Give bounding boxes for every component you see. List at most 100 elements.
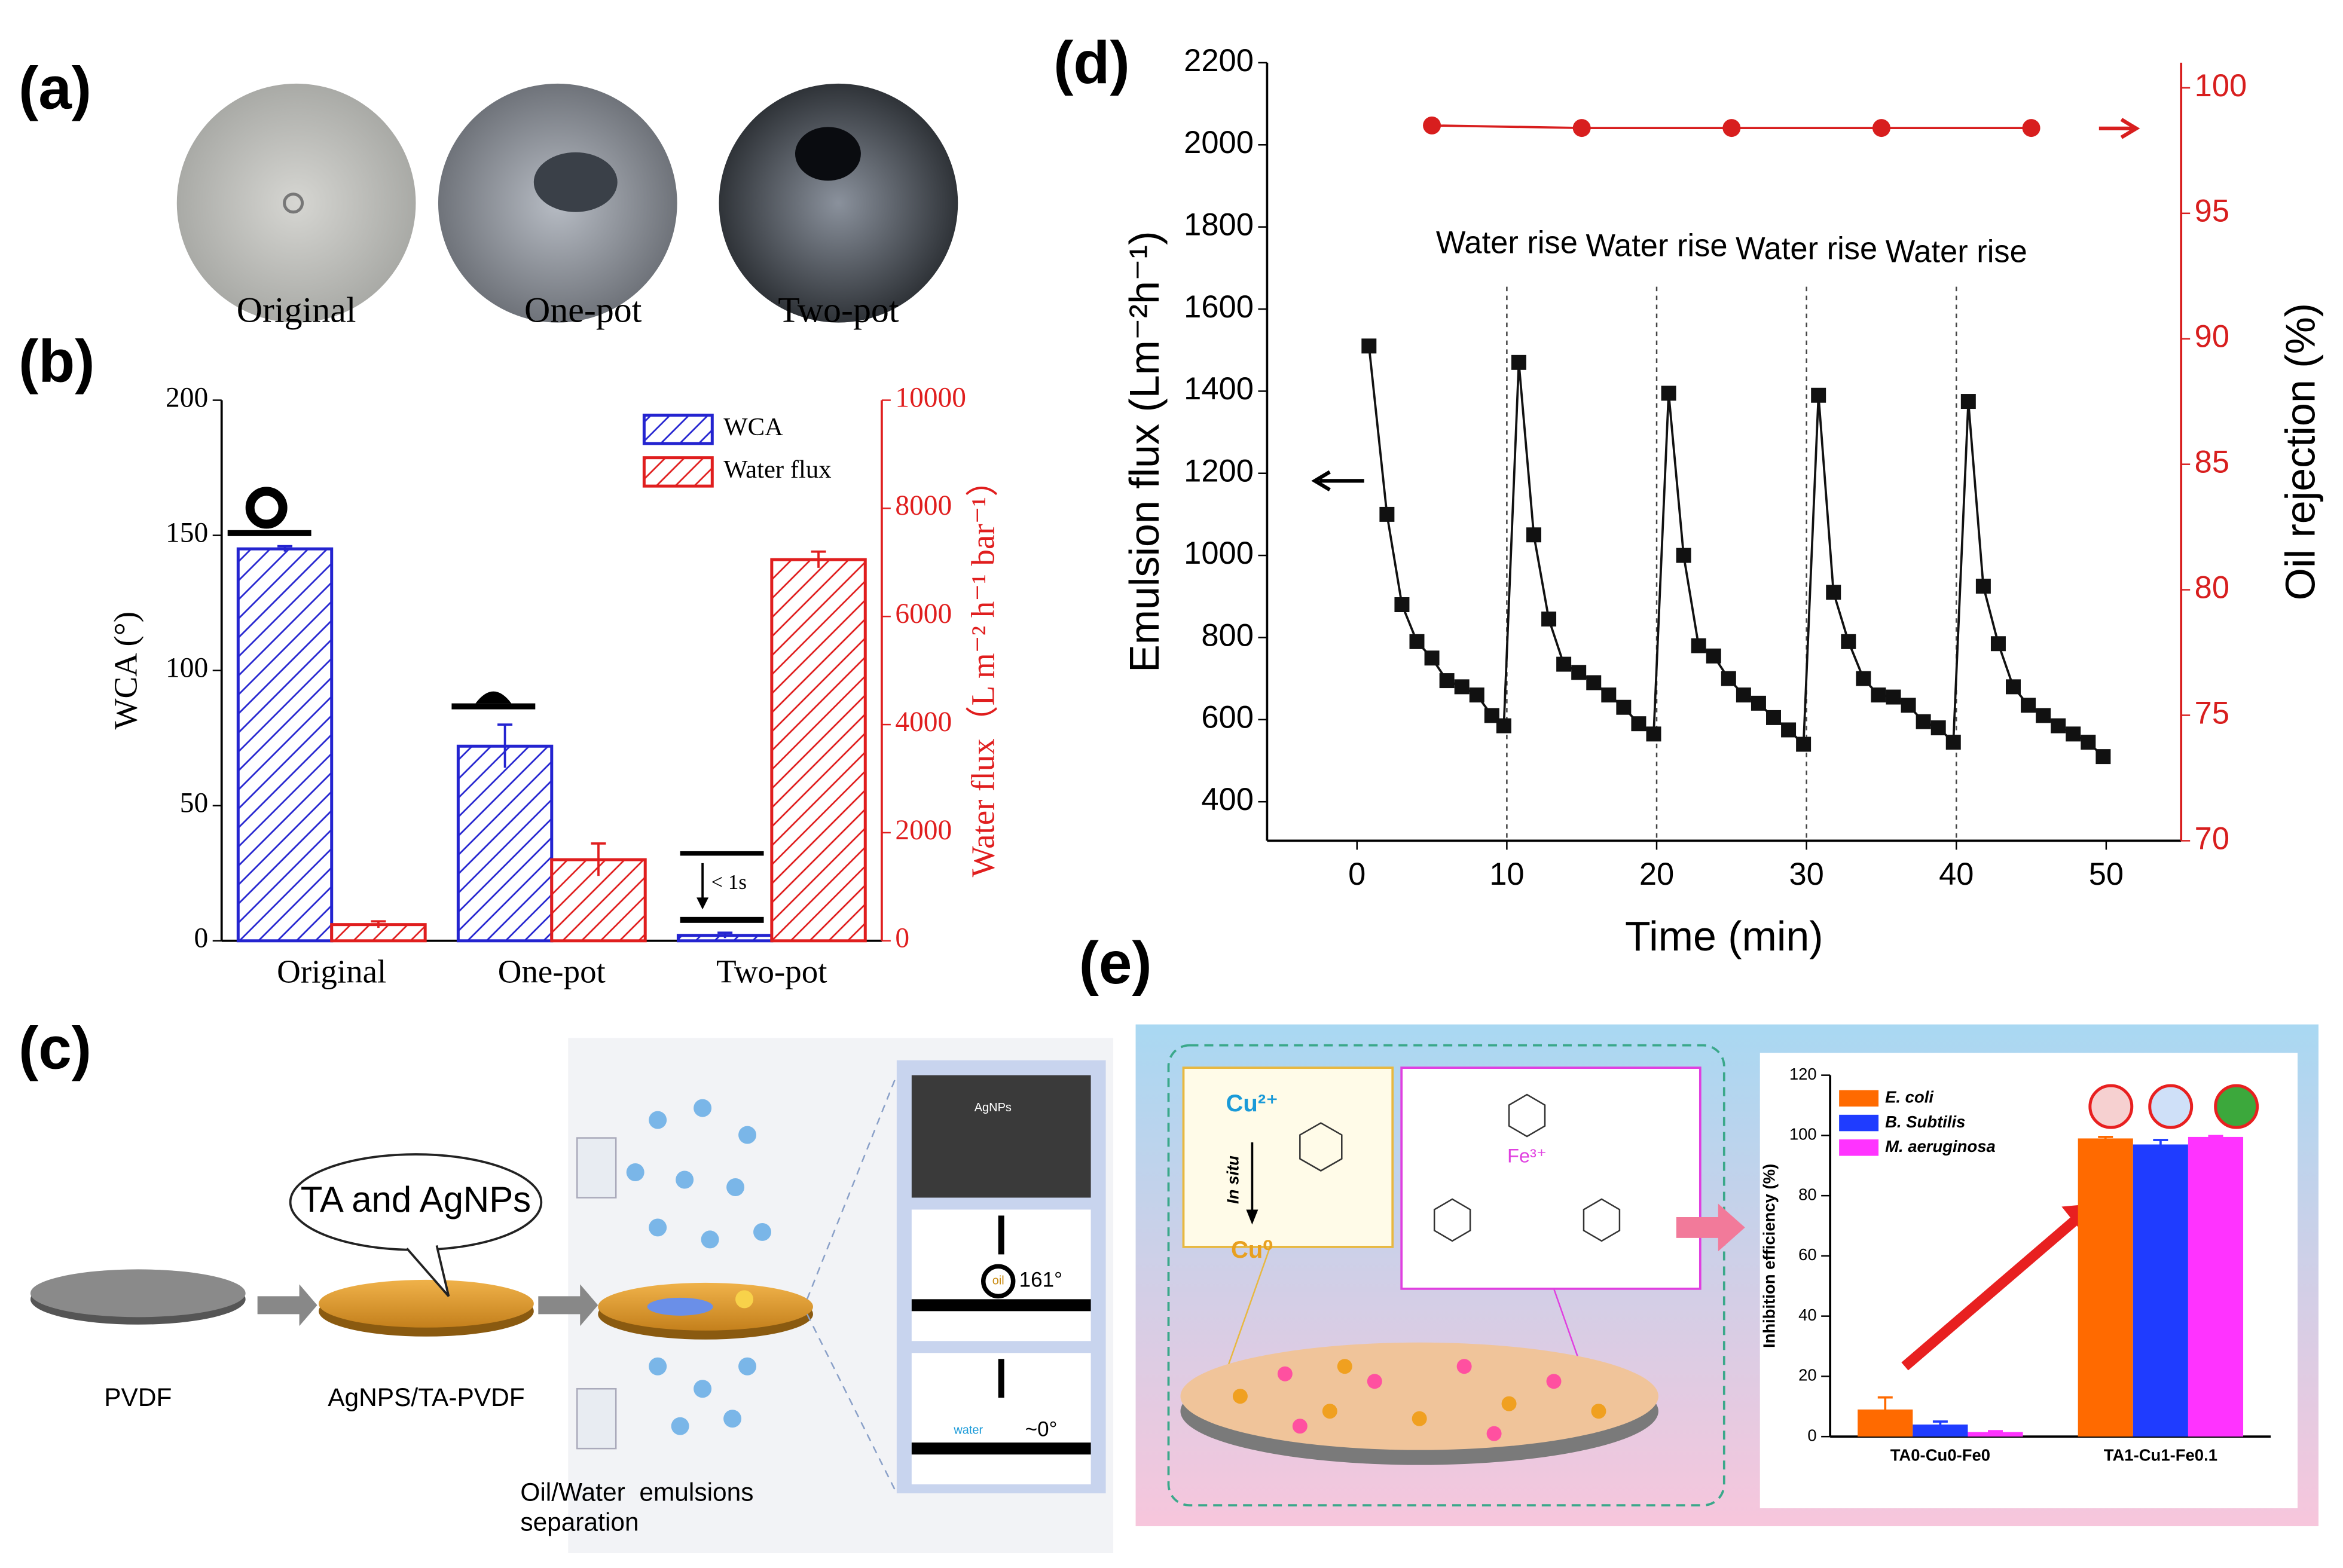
label: AgNPS/TA-PVDF xyxy=(328,1383,524,1411)
x-tick-label: 10 xyxy=(1489,857,1524,892)
y2-tick-label: 85 xyxy=(2195,445,2229,480)
panel-label: (a) xyxy=(19,55,91,121)
particle xyxy=(1412,1411,1427,1426)
y-tick-label: 600 xyxy=(1201,701,1254,735)
y2-tick-label: 10000 xyxy=(895,382,966,413)
x-tick-label: 40 xyxy=(1939,857,1974,892)
marker xyxy=(1572,119,1591,137)
trend-arrow xyxy=(1901,1208,2088,1371)
particles xyxy=(1232,1359,1606,1441)
panel-label: (b) xyxy=(19,328,95,395)
panel-label: (c) xyxy=(19,1016,91,1082)
marker xyxy=(1423,116,1441,135)
photo-two-pot xyxy=(719,83,958,323)
ion-label: Cu²⁺ xyxy=(1226,1090,1279,1117)
marker xyxy=(1511,354,1526,370)
y-tick-label: 200 xyxy=(166,382,208,413)
marker xyxy=(1571,665,1587,680)
photo-original xyxy=(176,83,416,323)
particle xyxy=(1546,1374,1562,1389)
error-bar xyxy=(1988,1430,2003,1433)
x-tick-label: 30 xyxy=(1789,857,1823,892)
beaker xyxy=(576,1137,617,1199)
y-tick-label: 50 xyxy=(180,788,208,819)
error-bar xyxy=(277,545,293,552)
drop xyxy=(676,1170,694,1189)
structure-box xyxy=(1400,1066,1701,1290)
marker xyxy=(1646,726,1661,742)
legend-label: WCA xyxy=(723,413,783,441)
y2-axis-title: Oil rejection (%) xyxy=(2277,303,2324,600)
marker xyxy=(1556,656,1572,672)
error-bar xyxy=(2153,1139,2168,1150)
surface-icon xyxy=(227,530,311,536)
droplet-icons xyxy=(227,487,764,923)
y-tick-label: 1600 xyxy=(1184,290,1254,325)
molecule xyxy=(1433,1093,1621,1242)
marker xyxy=(1691,638,1706,653)
marker xyxy=(1886,689,1901,705)
x-tick-label: 20 xyxy=(1639,857,1674,892)
drop xyxy=(738,1126,757,1144)
particle xyxy=(1501,1396,1517,1411)
schematic-c: PVDF AgNPS/TA-PVDF TA and AgNPs Oil/Wate… xyxy=(30,1038,1114,1554)
y-tick-label: 1800 xyxy=(1184,208,1254,243)
y-tick-label: 100 xyxy=(166,653,208,684)
marker xyxy=(1439,673,1455,689)
y-tick-label: 2000 xyxy=(1184,126,1254,160)
particle xyxy=(1322,1404,1337,1419)
x-tick-label: Two-pot xyxy=(716,953,827,989)
y2-tick-label: 75 xyxy=(2195,696,2229,730)
marker xyxy=(1901,698,1916,713)
marker xyxy=(2081,735,2096,750)
y-tick-label: 80 xyxy=(1798,1185,1817,1203)
y-axis-title: Inhibition efficiency (%) xyxy=(1759,1164,1778,1348)
icon xyxy=(2214,1084,2259,1129)
ion-label: Cu⁰ xyxy=(1231,1237,1273,1263)
bubble-text: TA and AgNPs xyxy=(301,1179,531,1219)
marker xyxy=(1766,710,1781,725)
marker xyxy=(2006,679,2021,695)
drop xyxy=(694,1099,712,1117)
marker xyxy=(1424,650,1440,666)
marker xyxy=(2036,708,2051,723)
drop xyxy=(738,1357,757,1376)
membrane xyxy=(1180,1342,1658,1450)
y-tick-label: 800 xyxy=(1201,618,1254,653)
particle xyxy=(1232,1389,1248,1404)
drop xyxy=(671,1417,689,1435)
marker xyxy=(1379,506,1395,522)
error-bar xyxy=(497,723,513,768)
drop xyxy=(694,1380,712,1398)
marker xyxy=(1736,687,1751,703)
annotation: Water rise xyxy=(1436,226,1578,261)
marker xyxy=(1945,735,1961,750)
y2-tick-label: 4000 xyxy=(895,707,952,738)
marker xyxy=(2051,718,2066,733)
x-tick-label: 50 xyxy=(2089,857,2124,892)
marker xyxy=(1841,634,1856,649)
marker xyxy=(1721,671,1736,686)
legend-label: M. aeruginosa xyxy=(1885,1137,1996,1156)
marker xyxy=(1722,119,1741,137)
membrane-coated xyxy=(319,1279,534,1328)
y2-tick-label: 0 xyxy=(895,923,909,954)
error-bar xyxy=(591,842,606,876)
annotation: Water rise xyxy=(1736,232,1877,267)
photo-caption: Two-pot xyxy=(778,290,899,329)
legend-label: B. Subtilis xyxy=(1885,1112,1965,1131)
bar xyxy=(1913,1425,1968,1437)
marker xyxy=(1496,718,1511,733)
particle xyxy=(1486,1426,1502,1441)
membrane-pvdf xyxy=(30,1269,246,1318)
marker xyxy=(1361,338,1377,354)
drop xyxy=(726,1178,745,1196)
bar xyxy=(2188,1136,2244,1437)
bar xyxy=(770,558,867,943)
marker xyxy=(1631,716,1646,732)
droplet xyxy=(980,1264,1016,1299)
y2-tick-label: 8000 xyxy=(895,490,952,521)
y-tick-label: 2200 xyxy=(1184,44,1254,78)
